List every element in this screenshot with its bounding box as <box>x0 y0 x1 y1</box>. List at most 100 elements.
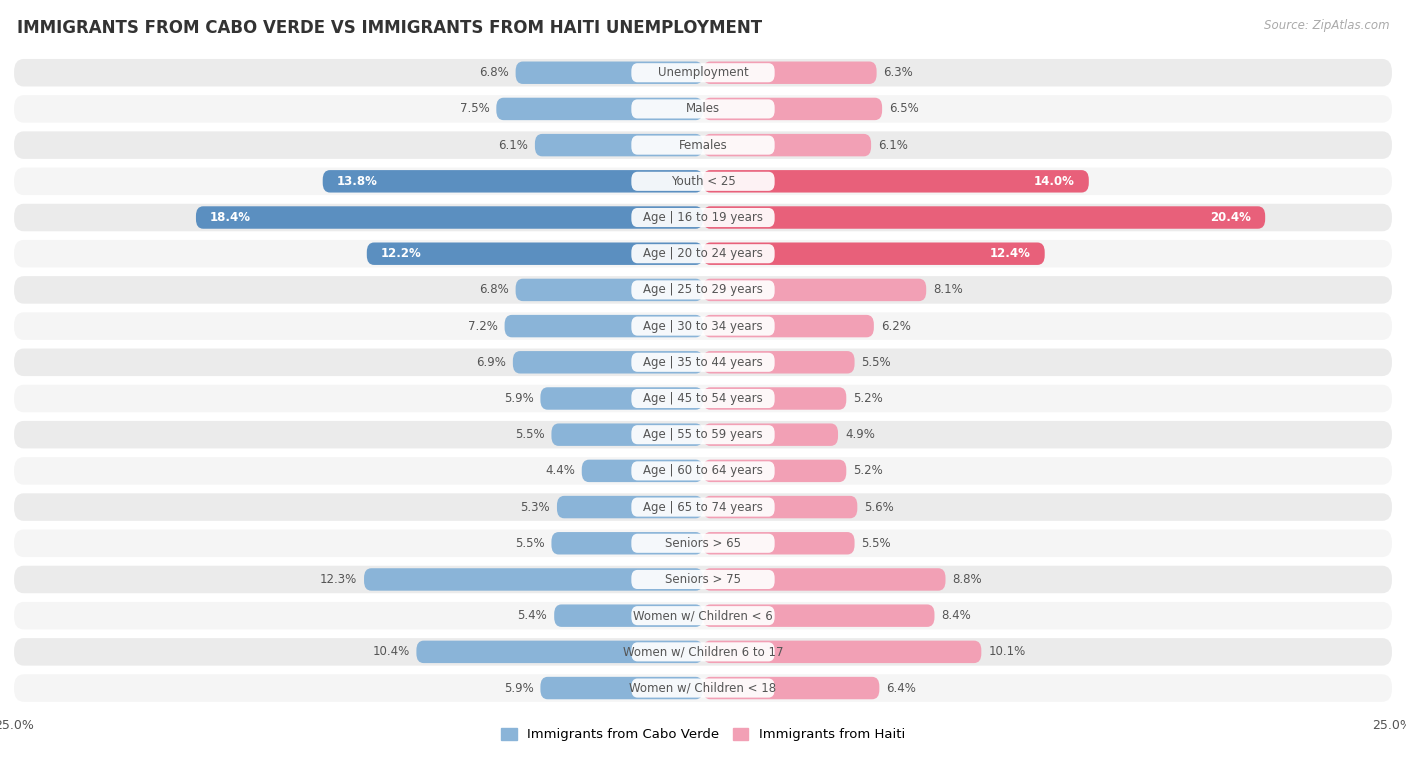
FancyBboxPatch shape <box>631 389 775 408</box>
FancyBboxPatch shape <box>703 532 855 554</box>
FancyBboxPatch shape <box>631 643 775 662</box>
FancyBboxPatch shape <box>14 348 1392 376</box>
Text: 4.4%: 4.4% <box>546 464 575 478</box>
FancyBboxPatch shape <box>631 316 775 335</box>
Text: 6.9%: 6.9% <box>477 356 506 369</box>
FancyBboxPatch shape <box>631 570 775 589</box>
Text: Age | 16 to 19 years: Age | 16 to 19 years <box>643 211 763 224</box>
FancyBboxPatch shape <box>14 457 1392 484</box>
Text: 18.4%: 18.4% <box>209 211 250 224</box>
FancyBboxPatch shape <box>631 99 775 118</box>
FancyBboxPatch shape <box>631 425 775 444</box>
Text: 8.4%: 8.4% <box>942 609 972 622</box>
Text: 5.6%: 5.6% <box>865 500 894 513</box>
Text: 10.4%: 10.4% <box>373 646 409 659</box>
FancyBboxPatch shape <box>14 638 1392 665</box>
Text: 5.9%: 5.9% <box>503 681 533 695</box>
Text: Women w/ Children 6 to 17: Women w/ Children 6 to 17 <box>623 646 783 659</box>
FancyBboxPatch shape <box>703 569 945 590</box>
FancyBboxPatch shape <box>505 315 703 338</box>
FancyBboxPatch shape <box>14 674 1392 702</box>
FancyBboxPatch shape <box>14 276 1392 304</box>
FancyBboxPatch shape <box>703 677 879 699</box>
FancyBboxPatch shape <box>14 494 1392 521</box>
FancyBboxPatch shape <box>703 98 882 120</box>
Legend: Immigrants from Cabo Verde, Immigrants from Haiti: Immigrants from Cabo Verde, Immigrants f… <box>501 728 905 741</box>
Text: Age | 35 to 44 years: Age | 35 to 44 years <box>643 356 763 369</box>
FancyBboxPatch shape <box>557 496 703 519</box>
FancyBboxPatch shape <box>703 423 838 446</box>
FancyBboxPatch shape <box>14 421 1392 448</box>
FancyBboxPatch shape <box>516 279 703 301</box>
Text: 14.0%: 14.0% <box>1035 175 1076 188</box>
FancyBboxPatch shape <box>14 204 1392 232</box>
FancyBboxPatch shape <box>14 313 1392 340</box>
Text: 5.5%: 5.5% <box>515 428 544 441</box>
FancyBboxPatch shape <box>496 98 703 120</box>
FancyBboxPatch shape <box>14 167 1392 195</box>
FancyBboxPatch shape <box>14 529 1392 557</box>
Text: 6.8%: 6.8% <box>479 66 509 79</box>
Text: 12.3%: 12.3% <box>321 573 357 586</box>
FancyBboxPatch shape <box>14 132 1392 159</box>
Text: 8.8%: 8.8% <box>952 573 981 586</box>
Text: Age | 65 to 74 years: Age | 65 to 74 years <box>643 500 763 513</box>
FancyBboxPatch shape <box>703 134 872 157</box>
FancyBboxPatch shape <box>551 423 703 446</box>
FancyBboxPatch shape <box>14 95 1392 123</box>
FancyBboxPatch shape <box>703 640 981 663</box>
Text: Unemployment: Unemployment <box>658 66 748 79</box>
FancyBboxPatch shape <box>14 59 1392 86</box>
Text: 8.1%: 8.1% <box>934 283 963 297</box>
FancyBboxPatch shape <box>631 353 775 372</box>
FancyBboxPatch shape <box>513 351 703 373</box>
FancyBboxPatch shape <box>14 385 1392 413</box>
FancyBboxPatch shape <box>14 240 1392 267</box>
FancyBboxPatch shape <box>631 534 775 553</box>
FancyBboxPatch shape <box>631 63 775 83</box>
FancyBboxPatch shape <box>364 569 703 590</box>
Text: Youth < 25: Youth < 25 <box>671 175 735 188</box>
Text: Age | 55 to 59 years: Age | 55 to 59 years <box>643 428 763 441</box>
FancyBboxPatch shape <box>540 677 703 699</box>
Text: 5.2%: 5.2% <box>853 392 883 405</box>
Text: 6.3%: 6.3% <box>883 66 914 79</box>
Text: 4.9%: 4.9% <box>845 428 875 441</box>
Text: 7.5%: 7.5% <box>460 102 489 115</box>
FancyBboxPatch shape <box>631 245 775 263</box>
FancyBboxPatch shape <box>703 61 876 84</box>
FancyBboxPatch shape <box>703 315 875 338</box>
Text: 5.5%: 5.5% <box>862 537 891 550</box>
Text: IMMIGRANTS FROM CABO VERDE VS IMMIGRANTS FROM HAITI UNEMPLOYMENT: IMMIGRANTS FROM CABO VERDE VS IMMIGRANTS… <box>17 19 762 37</box>
FancyBboxPatch shape <box>703 351 855 373</box>
Text: Women w/ Children < 6: Women w/ Children < 6 <box>633 609 773 622</box>
FancyBboxPatch shape <box>703 459 846 482</box>
Text: 6.4%: 6.4% <box>886 681 917 695</box>
FancyBboxPatch shape <box>703 170 1088 192</box>
FancyBboxPatch shape <box>631 280 775 300</box>
FancyBboxPatch shape <box>554 604 703 627</box>
FancyBboxPatch shape <box>195 207 703 229</box>
Text: 5.3%: 5.3% <box>520 500 550 513</box>
FancyBboxPatch shape <box>703 496 858 519</box>
FancyBboxPatch shape <box>631 136 775 154</box>
FancyBboxPatch shape <box>14 565 1392 593</box>
FancyBboxPatch shape <box>516 61 703 84</box>
FancyBboxPatch shape <box>631 678 775 698</box>
Text: Females: Females <box>679 139 727 151</box>
Text: 7.2%: 7.2% <box>468 319 498 332</box>
FancyBboxPatch shape <box>540 388 703 410</box>
FancyBboxPatch shape <box>703 604 935 627</box>
FancyBboxPatch shape <box>703 279 927 301</box>
Text: 6.5%: 6.5% <box>889 102 918 115</box>
Text: Age | 20 to 24 years: Age | 20 to 24 years <box>643 248 763 260</box>
Text: 6.2%: 6.2% <box>880 319 911 332</box>
FancyBboxPatch shape <box>703 207 1265 229</box>
Text: 12.2%: 12.2% <box>381 248 422 260</box>
FancyBboxPatch shape <box>367 242 703 265</box>
Text: Women w/ Children < 18: Women w/ Children < 18 <box>630 681 776 695</box>
Text: 20.4%: 20.4% <box>1211 211 1251 224</box>
Text: Age | 45 to 54 years: Age | 45 to 54 years <box>643 392 763 405</box>
Text: Males: Males <box>686 102 720 115</box>
Text: 13.8%: 13.8% <box>336 175 377 188</box>
